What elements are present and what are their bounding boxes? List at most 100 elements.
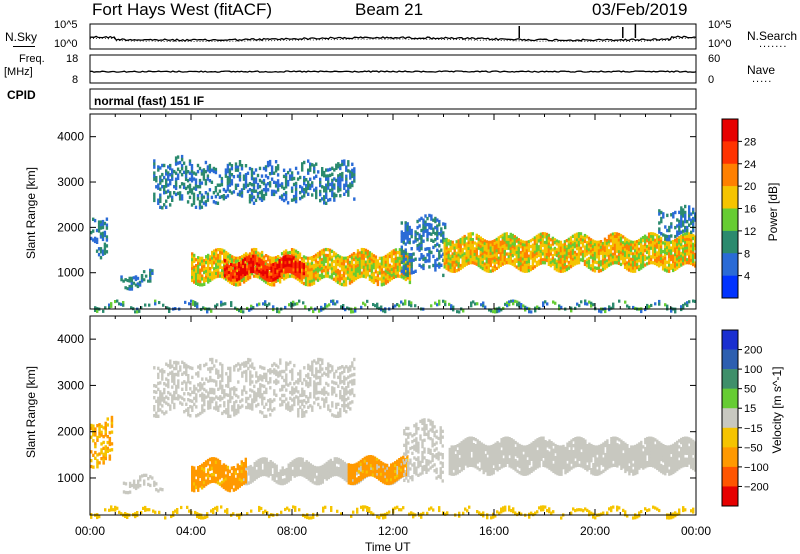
echo-cell xyxy=(507,261,510,265)
echo-cell xyxy=(102,309,105,313)
echo-cell xyxy=(101,237,105,242)
echo-cell xyxy=(264,254,268,258)
echo-cell xyxy=(268,271,272,275)
echo-cell xyxy=(177,397,180,401)
echo-cell xyxy=(256,303,259,307)
echo-cell xyxy=(535,260,539,265)
echo-cell xyxy=(370,261,374,265)
echo-cell xyxy=(535,263,539,267)
echo-cell xyxy=(649,235,653,239)
echo-cell xyxy=(539,261,543,265)
echo-cell xyxy=(664,303,667,307)
echo-cell xyxy=(248,267,251,271)
echo-cell xyxy=(686,237,689,242)
echo-cell xyxy=(525,249,529,253)
echo-cell xyxy=(445,243,448,247)
echo-cell xyxy=(323,389,326,393)
echo-cell xyxy=(191,399,194,403)
echo-cell xyxy=(493,256,496,260)
echo-cell xyxy=(225,384,228,388)
echo-cell xyxy=(510,509,513,513)
echo-cell xyxy=(659,254,663,258)
echo-cell xyxy=(276,255,280,259)
echo-cell xyxy=(482,301,485,305)
echo-cell xyxy=(680,251,683,256)
echo-cell xyxy=(349,389,352,393)
echo-cell xyxy=(92,433,95,437)
echo-cell xyxy=(434,238,437,242)
echo-cell xyxy=(94,433,97,437)
echo-cell xyxy=(340,276,344,281)
echo-cell xyxy=(108,439,112,444)
echo-cell xyxy=(252,186,256,190)
echo-cell xyxy=(284,176,288,180)
echo-cell xyxy=(275,393,278,397)
echo-cell xyxy=(321,361,324,365)
echo-cell xyxy=(551,259,555,263)
echo-cell xyxy=(332,251,336,255)
echo-cell xyxy=(173,360,176,365)
echo-cell xyxy=(410,262,413,266)
echo-cell xyxy=(239,363,242,368)
echo-cell xyxy=(461,247,464,252)
echo-cell xyxy=(301,165,304,169)
echo-cell xyxy=(321,373,324,377)
echo-cell xyxy=(208,166,212,171)
echo-cell xyxy=(525,258,529,262)
echo-cell xyxy=(613,235,617,239)
echo-cell xyxy=(305,187,308,191)
echo-cell xyxy=(458,310,461,314)
echo-cell xyxy=(290,250,294,255)
echo-cell xyxy=(523,269,527,273)
echo-cell xyxy=(245,390,248,395)
echo-cell xyxy=(408,228,411,233)
echo-cell xyxy=(342,277,346,281)
echo-cell xyxy=(453,263,456,268)
echo-cell xyxy=(331,389,334,393)
echo-cell xyxy=(193,280,196,284)
echo-cell xyxy=(354,306,357,310)
echo-cell xyxy=(110,418,114,423)
echo-cell xyxy=(328,275,332,279)
echo-cell xyxy=(260,198,264,202)
echo-cell xyxy=(555,248,559,252)
echo-cell xyxy=(262,181,266,186)
echo-cell xyxy=(250,192,254,196)
echo-cell xyxy=(101,222,105,227)
echo-cell xyxy=(504,505,507,509)
echo-cell xyxy=(246,253,250,257)
echo-cell xyxy=(404,224,407,228)
echo-cell xyxy=(272,189,276,194)
echo-cell xyxy=(311,372,314,376)
echo-cell xyxy=(157,405,160,410)
echo-cell xyxy=(99,232,103,236)
echo-cell xyxy=(209,267,212,271)
echo-cell xyxy=(535,252,539,256)
echo-cell xyxy=(268,172,272,176)
echo-cell xyxy=(106,423,109,427)
echo-cell xyxy=(306,274,310,278)
echo-cell xyxy=(464,507,467,511)
echo-cell xyxy=(105,238,109,242)
echo-cell xyxy=(605,253,609,257)
echo-cell xyxy=(303,194,306,198)
echo-cell xyxy=(221,272,224,276)
echo-cell xyxy=(661,267,665,271)
echo-cell xyxy=(519,259,523,263)
echo-cell xyxy=(339,381,342,385)
echo-cell xyxy=(601,253,605,257)
echo-cell xyxy=(481,246,484,250)
echo-cell xyxy=(321,358,324,362)
echo-cell xyxy=(297,402,300,406)
echo-cell xyxy=(404,268,408,273)
echo-cell xyxy=(287,407,290,411)
echo-cell xyxy=(623,254,627,258)
echo-cell xyxy=(198,181,202,186)
echo-cell xyxy=(502,509,505,513)
echo-cell xyxy=(406,225,409,229)
echo-cell xyxy=(436,230,439,234)
echo-cell xyxy=(400,221,403,225)
echo-cell xyxy=(304,282,308,287)
echo-cell xyxy=(466,509,469,513)
echo-cell xyxy=(202,174,206,178)
